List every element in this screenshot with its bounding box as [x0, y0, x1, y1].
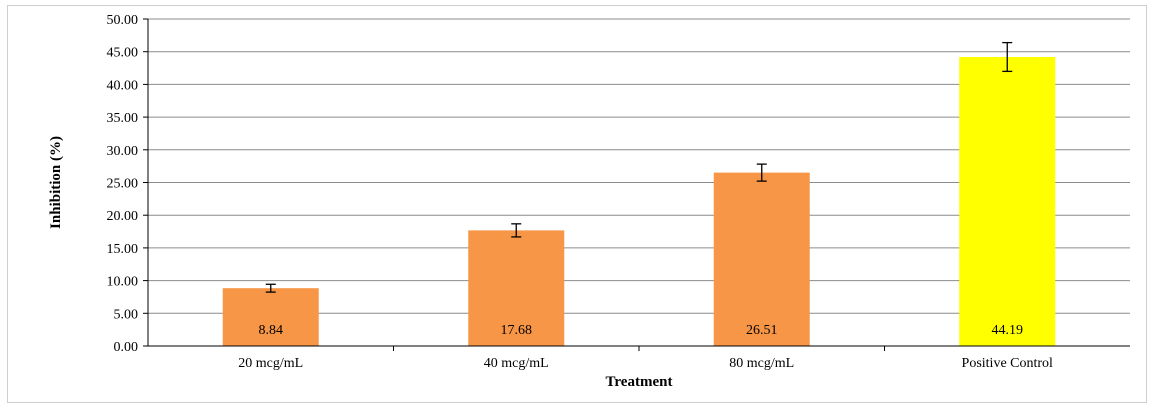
y-tick-label: 50.00: [107, 13, 139, 28]
y-axis-ticks: 0.00 5.00 10.00 15.00 20.00 25.00 30.00 35.00 40…: [107, 13, 148, 355]
x-tick-label: 40 mcg/mL: [484, 356, 549, 371]
chart-frame: [7, 5, 1147, 403]
y-tick-label: 15.00: [107, 242, 139, 257]
bar: [959, 56, 1056, 346]
x-axis-ticks: 20 mcg/mL 40 mcg/mL 80 mcg/mL Positive Cont…: [238, 346, 1053, 371]
y-tick-label: 35.00: [107, 111, 139, 126]
data-label: 44.19: [992, 323, 1024, 338]
x-tick-label: 20 mcg/mL: [238, 356, 303, 371]
y-tick-label: 25.00: [107, 177, 139, 192]
bar: [468, 230, 565, 346]
y-axis-title: Inhibition (%): [48, 136, 64, 229]
data-label: 17.68: [501, 323, 533, 338]
data-label: 26.51: [746, 323, 778, 338]
error-bars: [265, 41, 1013, 293]
y-tick-label: 40.00: [107, 78, 139, 93]
y-tick-label: 0.00: [114, 340, 139, 355]
y-tick-label: 30.00: [107, 144, 139, 159]
y-tick-label: 45.00: [107, 46, 139, 61]
y-tick-label: 5.00: [114, 307, 139, 322]
x-axis-title: Treatment: [606, 374, 673, 390]
bar: [713, 172, 810, 346]
x-tick-label: 80 mcg/mL: [729, 356, 794, 371]
data-label: 8.84: [259, 323, 284, 338]
bar: [222, 288, 319, 346]
data-labels: 8.84 17.68 26.51 44.19: [259, 323, 1024, 338]
y-tick-label: 10.00: [107, 275, 139, 290]
x-tick-label: Positive Control: [962, 356, 1054, 371]
y-tick-label: 20.00: [107, 209, 139, 224]
bars: [222, 56, 1056, 346]
